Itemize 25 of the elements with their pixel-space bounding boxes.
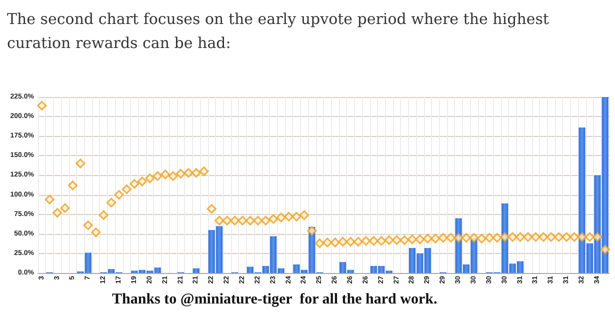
bar: [347, 270, 354, 273]
bar: [416, 253, 424, 273]
bar: [300, 270, 308, 273]
bar: [462, 264, 470, 273]
bar: [424, 248, 431, 273]
bar: [154, 268, 161, 273]
bar: [408, 248, 416, 273]
bar: [208, 230, 215, 273]
bar: [293, 264, 300, 273]
text: Thanks to @miniature-tiger for all the hard work.: [112, 292, 438, 308]
bar: [138, 270, 146, 273]
bar: [378, 266, 385, 273]
bar: [578, 128, 586, 273]
bar: [270, 236, 277, 273]
bar: [84, 252, 92, 273]
bar: [192, 268, 200, 273]
bar: [516, 261, 524, 273]
bar: [262, 266, 269, 273]
chart-title: The second chart focuses on the early upvote period where the highest curation rewards can be had:: [7, 10, 554, 52]
bar: [370, 266, 377, 273]
bar: [278, 268, 284, 273]
bar: [340, 262, 346, 273]
bar: [509, 264, 516, 273]
bar: [246, 266, 254, 273]
bar: [108, 269, 115, 273]
